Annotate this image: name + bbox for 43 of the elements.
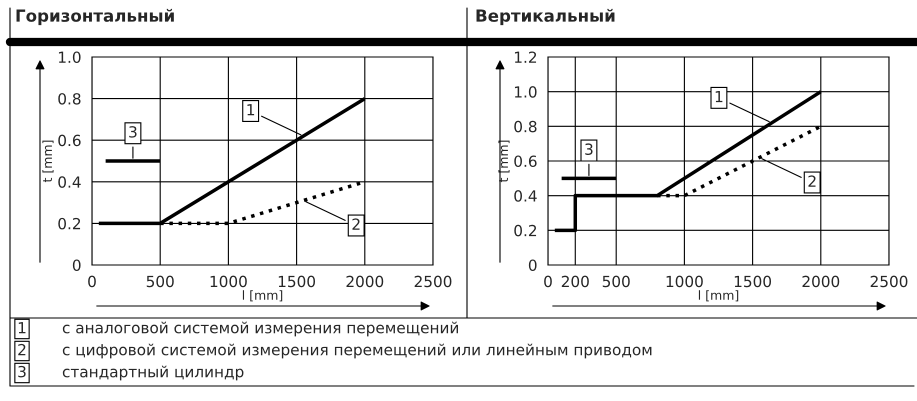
text: 2 — [808, 175, 816, 187]
x-tick-label: 1000 — [666, 276, 703, 288]
y-tick-label: 1.2 — [514, 51, 536, 63]
legend-label: 3 — [18, 366, 26, 378]
x-tick-label: 1500 — [734, 276, 772, 288]
x-tick-label: 2500 — [870, 276, 908, 288]
x-tick-label: 0 — [544, 276, 552, 288]
x-tick-label: 500 — [602, 276, 630, 288]
text: с цифровой системой измерения перемещений или линейным приводом — [62, 344, 652, 358]
legend-label: 2 — [18, 344, 26, 356]
text: 2 — [352, 218, 360, 230]
y-tick-label: 0.8 — [58, 93, 81, 105]
chart-title: Горизонтальный — [16, 8, 174, 26]
x-tick-label: 500 — [146, 276, 174, 288]
y-tick-label: 0.6 — [58, 134, 81, 146]
y-tick-label: 0 — [528, 259, 537, 272]
y-tick-label: 1.0 — [58, 51, 81, 64]
text: 1 — [247, 104, 254, 116]
x-axis-title: l [mm] — [698, 290, 738, 302]
y-tick-label: 0.2 — [58, 218, 80, 230]
y-tick-label: 0.6 — [514, 155, 537, 168]
y-tick-label: 0 — [72, 259, 81, 272]
x-tick-label: 1500 — [278, 276, 316, 288]
text: с аналоговой системой измерения перемещений — [62, 322, 458, 336]
y-tick-label: 0.4 — [58, 176, 81, 188]
x-tick-label: 2500 — [414, 276, 452, 288]
x-tick-label: 200 — [562, 276, 589, 288]
x-tick-label: 0 — [88, 276, 96, 288]
series-label: 3 — [585, 143, 593, 155]
x-tick-label: 2000 — [346, 276, 384, 288]
x-axis-title: l [mm] — [242, 290, 282, 302]
y-axis-title: t [mm] — [42, 140, 54, 182]
text: 3 — [129, 126, 137, 138]
x-tick-label: 2000 — [802, 276, 840, 288]
y-tick-label: 0.8 — [514, 120, 537, 132]
y-tick-label: 1.0 — [514, 86, 537, 98]
y-tick-label: 0.2 — [514, 224, 536, 236]
y-tick-label: 0.4 — [514, 190, 537, 202]
text: 1 — [18, 322, 26, 334]
text: стандартный цилиндр — [62, 366, 244, 380]
chart-title: Вертикальный — [476, 8, 614, 26]
x-tick-label: 1000 — [210, 276, 247, 288]
text: 1 — [716, 90, 722, 102]
